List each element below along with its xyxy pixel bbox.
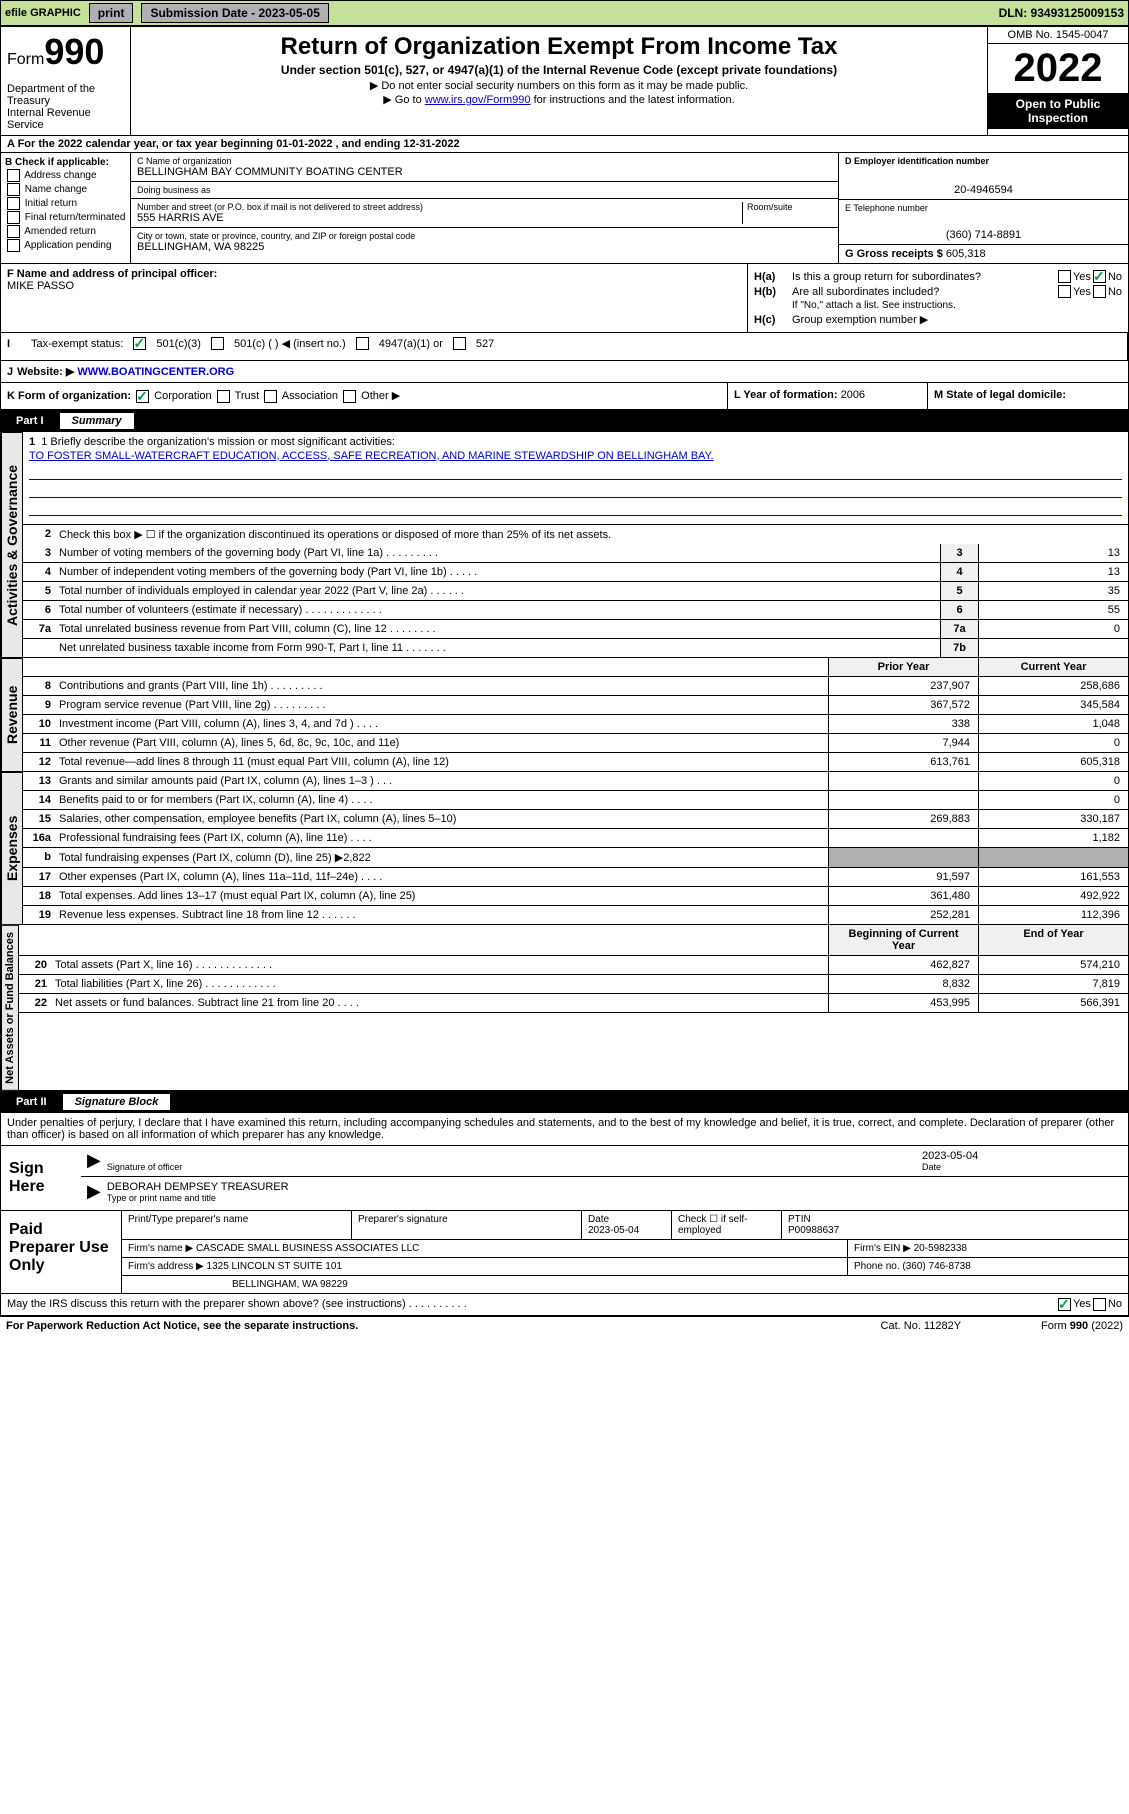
ptin: P00988637 [788, 1225, 1122, 1236]
gov-row: 6Total number of volunteers (estimate if… [23, 601, 1128, 620]
section-bcde: B Check if applicable: Address change Na… [0, 153, 1129, 264]
open-public-badge: Open to Public Inspection [988, 93, 1128, 129]
firm-ein: 20-5982338 [914, 1243, 967, 1254]
exp-row: 18Total expenses. Add lines 13–17 (must … [23, 887, 1128, 906]
gov-row: Net unrelated business taxable income fr… [23, 639, 1128, 658]
firm-addr1: 1325 LINCOLN ST SUITE 101 [207, 1261, 342, 1272]
gross-receipts: 605,318 [946, 248, 986, 260]
row-a-taxyear: A For the 2022 calendar year, or tax yea… [0, 136, 1129, 153]
checkbox-hb-no[interactable] [1093, 285, 1106, 298]
omb-number: OMB No. 1545-0047 [988, 27, 1128, 44]
rev-row: 8Contributions and grants (Part VIII, li… [23, 677, 1128, 696]
exp-row: 14Benefits paid to or for members (Part … [23, 791, 1128, 810]
form-title: Return of Organization Exempt From Incom… [139, 33, 979, 61]
principal-officer: MIKE PASSO [7, 280, 741, 292]
telephone: (360) 714-8891 [845, 229, 1122, 241]
paperwork-notice: For Paperwork Reduction Act Notice, see … [6, 1320, 881, 1332]
box-b-title: B Check if applicable: [5, 157, 126, 168]
revenue-label: Revenue [1, 658, 23, 772]
checkbox-corporation[interactable] [136, 390, 149, 403]
irs-label: Internal Revenue Service [7, 107, 124, 131]
net-row: 20Total assets (Part X, line 16) . . . .… [19, 956, 1128, 975]
form-label: Form [7, 51, 44, 68]
street-address: 555 HARRIS AVE [137, 212, 224, 224]
form-number: 990 [44, 31, 104, 72]
org-name: BELLINGHAM BAY COMMUNITY BOATING CENTER [137, 166, 403, 178]
form-note1: ▶ Do not enter social security numbers o… [139, 79, 979, 92]
checkbox-hb-yes[interactable] [1058, 285, 1071, 298]
efile-label: efile GRAPHIC [5, 7, 81, 19]
city-state-zip: BELLINGHAM, WA 98225 [137, 241, 264, 253]
checkbox-trust[interactable] [217, 390, 230, 403]
checkbox-ha-no[interactable] [1093, 270, 1106, 283]
checkbox-amended[interactable] [7, 225, 20, 238]
website-link[interactable]: WWW.BOATINGCENTER.ORG [77, 366, 234, 378]
exp-row: 16aProfessional fundraising fees (Part I… [23, 829, 1128, 848]
checkbox-final-return[interactable] [7, 211, 20, 224]
governance-label: Activities & Governance [1, 432, 23, 658]
submission-date: Submission Date - 2023-05-05 [141, 3, 328, 23]
checkbox-4947[interactable] [356, 337, 369, 350]
rev-row: 10Investment income (Part VIII, column (… [23, 715, 1128, 734]
part2-header: Part IISignature Block [0, 1091, 1129, 1113]
part1-header: Part ISummary [0, 410, 1129, 432]
checkbox-association[interactable] [264, 390, 277, 403]
tax-year: 2022 [988, 44, 1128, 93]
print-button[interactable]: print [89, 3, 134, 23]
firm-phone: (360) 746-8738 [902, 1261, 970, 1272]
dln-label: DLN: 93493125009153 [999, 6, 1124, 20]
checkbox-527[interactable] [453, 337, 466, 350]
checkbox-name-change[interactable] [7, 183, 20, 196]
checkbox-ha-yes[interactable] [1058, 270, 1071, 283]
checkbox-501c[interactable] [211, 337, 224, 350]
form-subtitle: Under section 501(c), 527, or 4947(a)(1)… [139, 63, 979, 77]
checkbox-other[interactable] [343, 390, 356, 403]
checkbox-discuss-yes[interactable] [1058, 1298, 1071, 1311]
prep-date: 2023-05-04 [588, 1225, 665, 1236]
dept-label: Department of the Treasury [7, 83, 124, 107]
irs-link[interactable]: www.irs.gov/Form990 [425, 94, 531, 106]
officer-name: DEBORAH DEMPSEY TREASURER [107, 1181, 1122, 1193]
checkbox-initial-return[interactable] [7, 197, 20, 210]
firm-addr2: BELLINGHAM, WA 98229 [122, 1276, 1128, 1293]
checkbox-501c3[interactable] [133, 337, 146, 350]
exp-row: 19Revenue less expenses. Subtract line 1… [23, 906, 1128, 925]
checkbox-discuss-no[interactable] [1093, 1298, 1106, 1311]
gov-row: 4Number of independent voting members of… [23, 563, 1128, 582]
topbar: efile GRAPHIC print Submission Date - 20… [0, 0, 1129, 26]
catalog-number: Cat. No. 11282Y [881, 1320, 962, 1332]
form-footer: Form 990 (2022) [1041, 1320, 1123, 1332]
gov-row: 3Number of voting members of the governi… [23, 544, 1128, 563]
rev-row: 12Total revenue—add lines 8 through 11 (… [23, 753, 1128, 772]
exp-row: 17Other expenses (Part IX, column (A), l… [23, 868, 1128, 887]
rev-row: 9Program service revenue (Part VIII, lin… [23, 696, 1128, 715]
paid-preparer-label: Paid Preparer Use Only [1, 1211, 121, 1293]
ein: 20-4946594 [845, 184, 1122, 196]
checkbox-address-change[interactable] [7, 169, 20, 182]
net-row: 22Net assets or fund balances. Subtract … [19, 994, 1128, 1013]
exp-row: 13Grants and similar amounts paid (Part … [23, 772, 1128, 791]
mission-statement: TO FOSTER SMALL-WATERCRAFT EDUCATION, AC… [29, 450, 1122, 462]
gov-row: 7aTotal unrelated business revenue from … [23, 620, 1128, 639]
form-header: Form990 Department of the Treasury Inter… [0, 26, 1129, 136]
exp-row: 15Salaries, other compensation, employee… [23, 810, 1128, 829]
gov-row: 5Total number of individuals employed in… [23, 582, 1128, 601]
firm-name: CASCADE SMALL BUSINESS ASSOCIATES LLC [196, 1243, 419, 1254]
sign-date: 2023-05-04 [922, 1150, 1122, 1162]
exp-row: bTotal fundraising expenses (Part IX, co… [23, 848, 1128, 868]
sign-here-label: Sign Here [1, 1146, 81, 1210]
netassets-label: Net Assets or Fund Balances [1, 925, 19, 1091]
net-row: 21Total liabilities (Part X, line 26) . … [19, 975, 1128, 994]
year-formation: 2006 [841, 389, 865, 401]
perjury-declaration: Under penalties of perjury, I declare th… [1, 1113, 1128, 1145]
expenses-label: Expenses [1, 772, 23, 925]
checkbox-app-pending[interactable] [7, 239, 20, 252]
rev-row: 11Other revenue (Part VIII, column (A), … [23, 734, 1128, 753]
